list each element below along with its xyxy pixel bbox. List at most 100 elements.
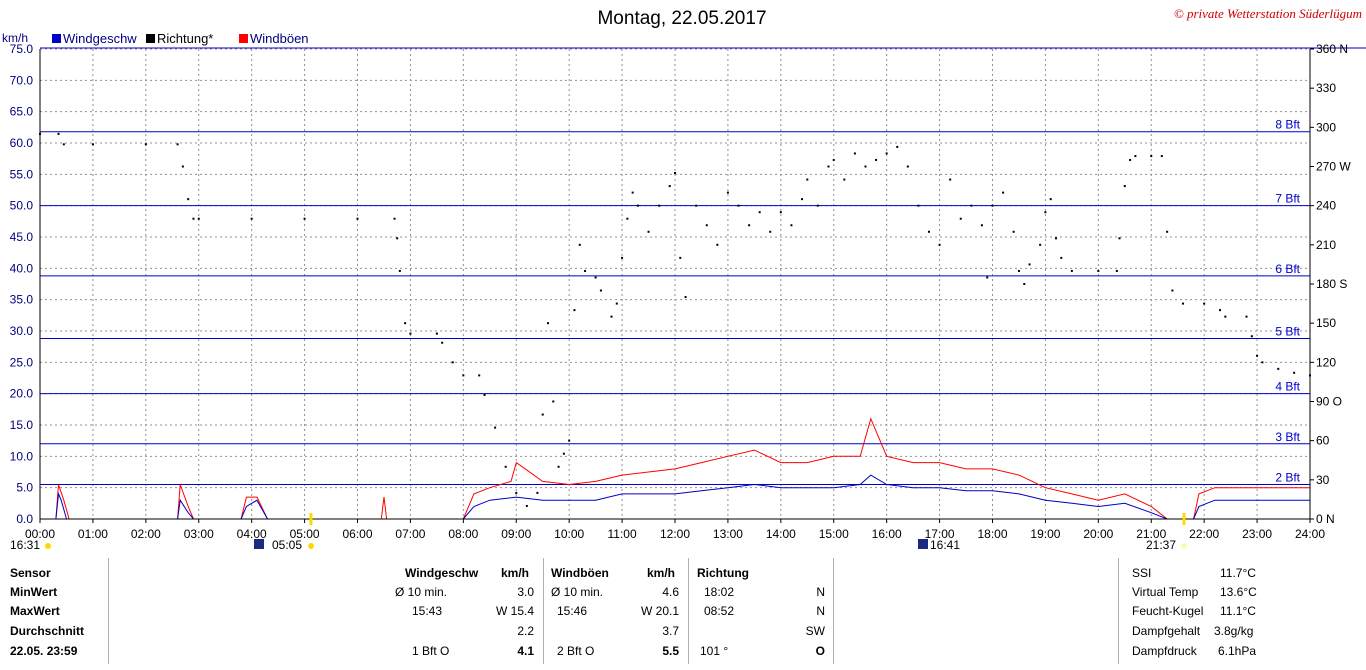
x-tick-label: 23:00 <box>1242 527 1272 541</box>
gust-cell: 5.5 <box>662 644 679 658</box>
direction-point <box>758 211 761 214</box>
extra-value: 11.1°C <box>1220 604 1256 618</box>
sensor-row: 22.05. 23:59 <box>10 644 78 658</box>
direction-point <box>91 143 94 146</box>
direction-point <box>1150 155 1153 158</box>
wind-series-line <box>40 474 1310 520</box>
direction-point <box>478 374 481 377</box>
x-tick-label: 17:00 <box>925 527 955 541</box>
direction-point <box>1070 269 1073 272</box>
wind-cell: W 15.4 <box>495 604 534 618</box>
direction-point <box>435 332 438 335</box>
x-tick-label: 24:00 <box>1295 527 1325 541</box>
y-left-tick-label: 70.0 <box>10 73 34 87</box>
direction-point <box>906 165 909 168</box>
direction-point <box>1097 269 1100 272</box>
direction-point <box>599 289 602 292</box>
copyright-text: © private Wetterstation Süderlügum <box>1174 6 1362 21</box>
sensor-row: MaxWert <box>10 604 60 618</box>
extra-label: Dampfgehalt <box>1132 624 1201 638</box>
direction-point <box>705 224 708 227</box>
direction-point <box>441 341 444 344</box>
y-right-tick-label: 180 S <box>1316 277 1347 291</box>
x-tick-label: 21:00 <box>1136 527 1166 541</box>
direction-point <box>547 322 549 325</box>
direction-cell: SW <box>805 624 825 638</box>
bft-label: 8 Bft <box>1275 118 1300 132</box>
direction-point <box>557 465 560 468</box>
direction-point <box>192 217 195 220</box>
direction-point <box>1277 367 1280 370</box>
sensor-row: Durchschnitt <box>10 624 85 638</box>
gust-header: Windböen <box>551 566 609 580</box>
direction-point <box>827 165 830 168</box>
y-left-tick-label: 60.0 <box>10 136 34 150</box>
direction-point <box>621 256 624 259</box>
direction-point <box>1115 269 1118 272</box>
direction-point <box>938 243 941 246</box>
y-right-tick-label: 270 W <box>1316 160 1351 174</box>
direction-point <box>636 204 639 207</box>
direction-point <box>356 217 359 220</box>
legend-label: Windböen <box>250 31 309 46</box>
direction-point <box>1049 198 1052 201</box>
direction-point <box>250 217 253 220</box>
direction-point <box>1055 237 1057 240</box>
extra-label: Virtual Temp <box>1132 585 1199 599</box>
direction-point <box>483 393 486 396</box>
direction-cell: N <box>816 604 825 618</box>
y-right-tick-label: 360 N <box>1316 42 1348 56</box>
direction-point <box>176 143 179 146</box>
direction-point <box>396 237 399 240</box>
direction-point <box>991 204 994 207</box>
direction-point <box>1017 269 1020 272</box>
direction-point <box>1182 302 1184 305</box>
moon-icon <box>254 539 264 549</box>
wind-header: Windgeschw <box>405 566 479 580</box>
divider <box>543 558 544 664</box>
x-tick-label: 19:00 <box>1030 527 1060 541</box>
sunset-time: 21:37 <box>1146 538 1176 552</box>
x-tick-label: 08:00 <box>448 527 478 541</box>
legend-swatch <box>52 34 61 43</box>
direction-point <box>573 309 576 312</box>
direction-point <box>769 230 772 233</box>
direction-point <box>1250 335 1253 338</box>
x-tick-label: 12:00 <box>660 527 690 541</box>
direction-point <box>1171 289 1174 292</box>
direction-point <box>1028 263 1031 266</box>
direction-point <box>181 165 184 168</box>
direction-point <box>832 158 835 161</box>
direction-point <box>504 465 507 468</box>
wind-cell: 1 Bft O <box>412 644 450 658</box>
direction-point <box>562 452 565 455</box>
x-tick-label: 03:00 <box>184 527 214 541</box>
wind-unit: km/h <box>501 566 530 580</box>
sun-icon <box>308 543 314 549</box>
y-left-tick-label: 40.0 <box>10 261 34 275</box>
axes: 0.0 5.0 10.0 15.0 20.0 25.0 30.0 35.0 40.0 45.0 50… <box>10 42 1352 541</box>
direction-point <box>451 361 454 364</box>
y-left-tick-label: 45.0 <box>10 230 34 244</box>
direction-point <box>980 224 983 227</box>
sun-icon <box>1181 543 1187 549</box>
info-table: Sensor MinWert MaxWert Durchschnitt 22.0… <box>0 556 1366 670</box>
direction-point <box>1123 185 1126 188</box>
direction-point <box>1060 256 1063 259</box>
y-left-tick-label: 75.0 <box>10 42 34 56</box>
wind-cell: 15:43 <box>412 604 443 618</box>
direction-cell: 101 ° <box>700 644 729 658</box>
direction-point <box>552 400 555 403</box>
x-tick-label: 10:00 <box>554 527 584 541</box>
x-tick-label: 18:00 <box>977 527 1007 541</box>
direction-point <box>1118 237 1121 240</box>
y-right-tick-label: 0 N <box>1316 512 1335 526</box>
x-tick-label: 07:00 <box>395 527 425 541</box>
x-tick-label: 02:00 <box>131 527 161 541</box>
extra-value: 11.7°C <box>1220 566 1256 580</box>
extra-value: 6.1hPa <box>1218 644 1257 658</box>
divider <box>108 558 109 664</box>
direction-point <box>684 296 687 299</box>
direction-point <box>896 145 899 148</box>
direction-point <box>1044 211 1047 214</box>
